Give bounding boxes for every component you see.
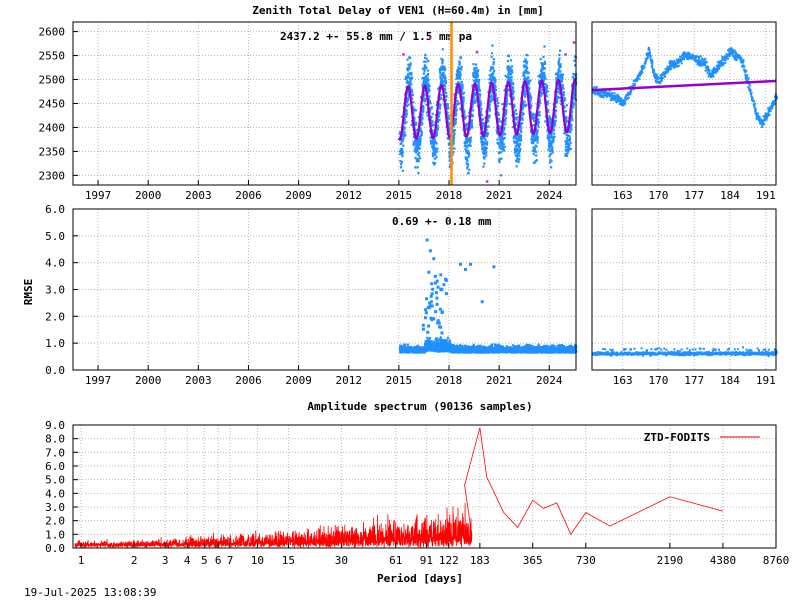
legend-label: ZTD-FODITS — [644, 431, 710, 444]
rmse-x-tick-label: 2012 — [335, 374, 362, 387]
rmse-y-tick-label: 6.0 — [45, 203, 65, 216]
spectrum-y-tick-label: 7.0 — [45, 446, 65, 459]
ztd-y-tick-label: 2300 — [39, 169, 66, 182]
ztd-x-tick-label: 2021 — [486, 189, 513, 202]
spectrum-title: Amplitude spectrum (90136 samples) — [307, 400, 532, 413]
rmse-zoom-x-tick-label: 191 — [756, 374, 776, 387]
spectrum-y-tick-label: 6.0 — [45, 460, 65, 473]
rmse-annotation: 0.69 +- 0.18 mm — [392, 215, 492, 228]
rmse-x-tick-label: 2015 — [386, 374, 413, 387]
ztd-y-tick-label: 2500 — [39, 74, 66, 87]
spectrum-x-tick-label: 30 — [335, 554, 348, 567]
rmse-x-tick-label: 2000 — [135, 374, 162, 387]
spectrum-y-tick-label: 2.0 — [45, 515, 65, 528]
rmse-y-tick-label: 5.0 — [45, 230, 65, 243]
ztd-y-tick-label: 2550 — [39, 50, 66, 63]
ztd-x-tick-label: 2006 — [235, 189, 262, 202]
ztd-x-tick-label: 2024 — [536, 189, 563, 202]
rmse-y-tick-label: 0.0 — [45, 364, 65, 377]
rmse-y-tick-label: 4.0 — [45, 257, 65, 270]
rmse-zoom-frame — [591, 208, 777, 371]
spectrum-x-tick-label: 365 — [523, 554, 543, 567]
spectrum-x-tick-label: 2 — [131, 554, 138, 567]
ztd-data-points — [398, 44, 578, 177]
spectrum-frame — [72, 424, 777, 549]
rmse-x-tick-label: 1997 — [85, 374, 112, 387]
spectrum-x-tick-label: 2190 — [657, 554, 684, 567]
ztd-x-tick-label: 1997 — [85, 189, 112, 202]
spectrum-y-tick-label: 0.0 — [45, 542, 65, 555]
ztd-zoom-frame — [591, 21, 777, 186]
axes-layer — [72, 21, 777, 549]
rmse-data-points — [398, 336, 578, 354]
ztd-x-tick-label: 2003 — [185, 189, 212, 202]
spectrum-x-label: Period [days] — [377, 572, 463, 585]
spectrum-legend: ZTD-FODITS — [644, 431, 760, 444]
spectrum-y-tick-label: 5.0 — [45, 474, 65, 487]
rmse-x-tick-label: 2006 — [235, 374, 262, 387]
rmse-x-tick-label: 2021 — [486, 374, 513, 387]
spectrum-x-tick-label: 10 — [251, 554, 264, 567]
spectrum-x-tick-label: 61 — [389, 554, 402, 567]
rmse-x-tick-label: 2003 — [185, 374, 212, 387]
rmse-zoom-x-tick-label: 170 — [649, 374, 669, 387]
ztd-zoom-x-tick-label: 191 — [756, 189, 776, 202]
ztd-x-tick-label: 2012 — [335, 189, 362, 202]
ztd-x-tick-label: 2018 — [436, 189, 463, 202]
rmse-frame — [72, 208, 577, 371]
ztd-frame — [72, 21, 577, 186]
ztd-y-tick-label: 2450 — [39, 98, 66, 111]
rmse-y-label: RMSE — [22, 279, 35, 306]
rmse-y-tick-label: 1.0 — [45, 337, 65, 350]
ztd-y-tick-label: 2350 — [39, 145, 66, 158]
ztd-zoom-x-tick-label: 163 — [613, 189, 633, 202]
spectrum-y-tick-label: 3.0 — [45, 501, 65, 514]
rmse-zoom-data-points — [592, 346, 778, 358]
spectrum-x-tick-label: 3 — [162, 554, 169, 567]
tick-labels-layer: 2300 2350 2400 2450 2500 2550 2600 1997 2000 2003… — [39, 26, 790, 567]
spectrum-x-tick-label: 6 — [215, 554, 222, 567]
spectrum-y-tick-label: 9.0 — [45, 419, 65, 432]
ztd-zoom-x-tick-label: 184 — [720, 189, 740, 202]
ztd-y-tick-label: 2400 — [39, 121, 66, 134]
ztd-x-tick-label: 2009 — [285, 189, 312, 202]
spectrum-y-tick-label: 8.0 — [45, 433, 65, 446]
rmse-x-tick-label: 2024 — [536, 374, 563, 387]
rmse-x-tick-label: 2009 — [285, 374, 312, 387]
spectrum-x-tick-label: 7 — [227, 554, 234, 567]
rmse-y-tick-label: 2.0 — [45, 310, 65, 323]
ztd-x-tick-label: 2015 — [386, 189, 413, 202]
spectrum-x-tick-label: 91 — [420, 554, 433, 567]
chart-title: Zenith Total Delay of VEN1 (H=60.4m) in … — [252, 4, 543, 17]
ztd-x-tick-label: 2000 — [135, 189, 162, 202]
timestamp: 19-Jul-2025 13:08:39 — [24, 586, 156, 599]
rmse-zoom-x-tick-label: 163 — [613, 374, 633, 387]
rmse-y-tick-label: 3.0 — [45, 284, 65, 297]
ztd-zoom-trend-line — [591, 79, 777, 92]
spectrum-x-tick-label: 183 — [470, 554, 490, 567]
spectrum-x-tick-label: 5 — [201, 554, 208, 567]
spectrum-x-tick-label: 4 — [184, 554, 191, 567]
rmse-spike-points — [421, 238, 496, 335]
ztd-model-curve — [397, 78, 576, 141]
spectrum-x-tick-label: 15 — [282, 554, 295, 567]
spectrum-y-tick-label: 1.0 — [45, 528, 65, 541]
spectrum-line — [74, 427, 724, 549]
ztd-zoom-x-tick-label: 177 — [684, 189, 704, 202]
ztd-y-tick-label: 2600 — [39, 26, 66, 39]
spectrum-x-tick-label: 730 — [576, 554, 596, 567]
rmse-zoom-x-tick-label: 184 — [720, 374, 740, 387]
spectrum-x-tick-label: 4380 — [710, 554, 737, 567]
ztd-zoom-x-tick-label: 170 — [649, 189, 669, 202]
ztd-annotation: 2437.2 +- 55.8 mm / 1.5 mm pa — [280, 30, 472, 43]
data-layer — [74, 22, 778, 549]
spectrum-x-tick-label: 122 — [439, 554, 459, 567]
spectrum-y-tick-label: 4.0 — [45, 487, 65, 500]
rmse-x-tick-label: 2018 — [436, 374, 463, 387]
rmse-zoom-x-tick-label: 177 — [684, 374, 704, 387]
spectrum-x-tick-label: 8760 — [763, 554, 790, 567]
spectrum-x-tick-label: 1 — [78, 554, 85, 567]
ztd-zoom-data-points — [592, 46, 778, 128]
